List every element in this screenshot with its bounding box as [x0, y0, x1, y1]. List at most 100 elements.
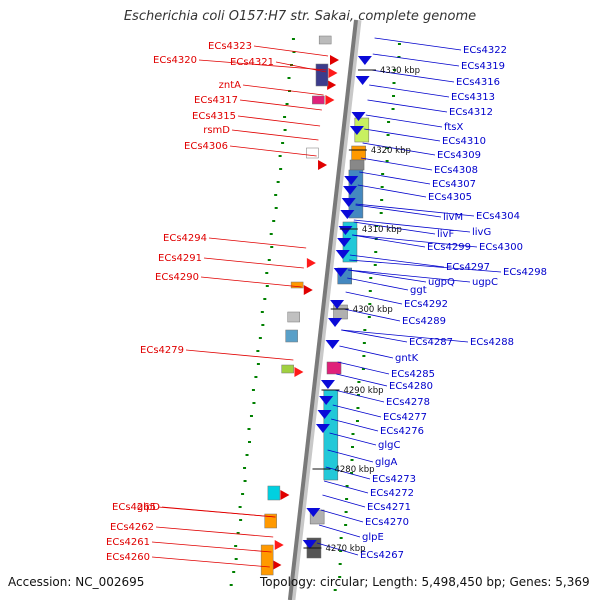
left-label-leader	[185, 349, 294, 361]
ring-tick	[369, 277, 373, 279]
backbone-line	[287, 19, 358, 600]
right-label-leader	[352, 234, 426, 248]
left-label-leader	[155, 526, 274, 538]
right-label-leader	[320, 509, 364, 523]
ring-tick	[287, 77, 291, 79]
scale-label: 4290 kbp	[343, 386, 383, 396]
left-gene-label: ECs4320	[153, 55, 197, 66]
ring-tick	[278, 155, 282, 157]
right-gene-label: ECs4271	[367, 502, 411, 513]
ring-tick	[397, 43, 401, 45]
reverse-gene-arrow	[349, 126, 364, 135]
right-gene-label: ECs4304	[476, 211, 520, 222]
ring-tick	[254, 376, 258, 378]
right-label-leader	[323, 480, 369, 494]
right-label-leader	[359, 171, 431, 185]
left-label-leader	[253, 45, 329, 57]
reverse-gene-arrow	[338, 226, 353, 235]
right-label-leader	[327, 449, 374, 463]
right-label-leader	[318, 524, 361, 538]
ring-tick	[379, 212, 383, 214]
right-label-leader	[341, 329, 408, 343]
right-label-leader	[353, 221, 436, 235]
left-gene-label: ECs4291	[158, 253, 202, 264]
right-label-leader	[345, 291, 403, 305]
map-title: Escherichia coli O157:H7 str. Sakai, com…	[123, 9, 477, 24]
left-label-leader	[200, 276, 302, 288]
left-gene-label: ECs4306	[184, 141, 228, 152]
scale-label: 4300 kbp	[353, 305, 393, 315]
ring-tick	[392, 69, 396, 71]
ring-tick	[361, 368, 365, 370]
ring-tick	[261, 324, 265, 326]
gene-features	[260, 35, 372, 576]
ring-tick	[333, 589, 337, 591]
reverse-gene-arrow	[317, 410, 332, 419]
reverse-gene-arrow	[330, 300, 345, 309]
ring-tick	[229, 584, 233, 586]
ring-tick	[381, 173, 385, 175]
ring-tick	[357, 381, 361, 383]
right-gene-label: livG	[472, 227, 491, 238]
reverse-gene-arrow	[344, 176, 359, 185]
ring-tick	[281, 142, 285, 144]
reverse-gene-arrow	[340, 210, 355, 219]
forward-gene-arrow	[330, 55, 340, 65]
ring-tick	[234, 545, 238, 547]
reverse-gene-arrow	[328, 318, 343, 327]
scale-label: 4320 kbp	[371, 146, 411, 156]
right-gene-label: ECs4289	[402, 316, 446, 327]
ring-tick	[386, 134, 390, 136]
ring-tick	[256, 363, 260, 365]
ring-tick	[374, 251, 378, 253]
left-gene-label: ECs4260	[106, 552, 150, 563]
ring-tick	[258, 337, 262, 339]
left-gene-label: ECs4294	[163, 233, 207, 244]
ring-tick	[367, 316, 371, 318]
reverse-gene-arrow	[337, 238, 352, 247]
label-leaders	[151, 37, 502, 568]
gene-block	[264, 513, 277, 529]
left-label-leader	[203, 257, 304, 269]
right-gene-label: ECs4285	[391, 369, 435, 380]
right-gene-label: ECs4288	[470, 337, 514, 348]
right-gene-label: ECs4270	[365, 517, 409, 528]
left-label-leader	[237, 115, 321, 127]
left-gene-label: ECs4265	[112, 502, 156, 513]
ring-tick	[252, 402, 256, 404]
scale-label: 4330 kbp	[380, 66, 420, 76]
gene-block	[285, 329, 298, 343]
ring-tick	[270, 246, 274, 248]
forward-gene-arrow	[274, 540, 284, 550]
scale-label: 4280 kbp	[334, 465, 374, 475]
forward-gene-arrow	[318, 160, 328, 170]
ring-tick	[234, 558, 238, 560]
ring-tick	[274, 194, 278, 196]
ring-tick	[386, 147, 390, 149]
right-label-leader	[322, 494, 366, 508]
ring-tick	[291, 38, 295, 40]
ring-tick	[247, 428, 251, 430]
ring-tick	[338, 576, 342, 578]
right-gene-label: ugpC	[472, 277, 498, 288]
left-gene-label: rsmD	[203, 125, 230, 136]
ring-tick	[243, 467, 247, 469]
ring-tick	[363, 329, 367, 331]
right-gene-label: ECs4309	[437, 150, 481, 161]
ring-tick	[392, 95, 396, 97]
left-label-leader	[242, 84, 324, 96]
ring-tick	[243, 480, 247, 482]
gene-block	[315, 63, 329, 87]
right-label-leader	[355, 203, 475, 217]
left-gene-label: ECs4315	[192, 111, 236, 122]
ring-tick	[338, 563, 342, 565]
ring-tick	[345, 498, 349, 500]
right-label-leader	[337, 361, 390, 375]
reverse-gene-arrow	[351, 112, 366, 121]
ring-tick	[350, 459, 354, 461]
right-gene-label: ugpQ	[428, 277, 455, 288]
ring-tick	[391, 108, 395, 110]
right-label-leader	[329, 432, 377, 446]
forward-gene-arrow	[306, 258, 316, 268]
